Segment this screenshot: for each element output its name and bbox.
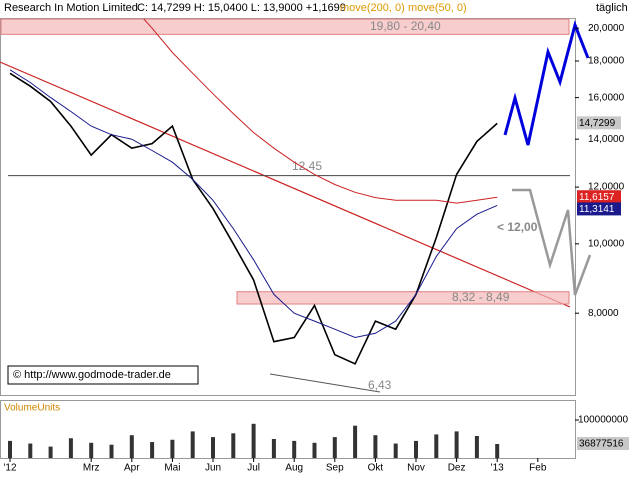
y-tick-label: 14,0000 [588,134,625,145]
y-tick-label: 16,0000 [588,92,625,103]
copyright: © http://www.godmode-trader.de [13,369,171,381]
volume-bar [109,444,114,458]
volume-tag [577,436,629,450]
x-tick-label: Feb [529,463,547,474]
volume-label: VolumeUnits [4,403,60,414]
zone [0,18,570,35]
x-tick-label: Mrz [83,463,100,474]
price-line [9,69,498,339]
zone-label: 8,32 - 8,49 [452,290,510,304]
legend-entry: move(50, 0) [408,2,467,14]
x-tick-label: Sep [326,463,344,474]
x-tick-label: Aug [285,463,303,474]
header-title: Research In Motion Limited [4,2,138,14]
legend-entry: move(200, 0) [340,2,405,14]
trendline [269,373,381,393]
volume-bar [170,439,175,458]
volume-bar [150,442,155,458]
volume-bar [474,435,479,458]
price-tag [577,202,621,216]
y-tick-label: 18,0000 [588,56,625,67]
projection-down [512,188,592,296]
copyright-box [7,365,199,385]
zone-label: 19,80 - 20,40 [370,19,441,33]
x-tick-label: '13 [491,463,504,474]
volume-bar [211,437,215,458]
volume-bar [251,423,256,458]
x-tick-label: Nov [407,463,425,474]
x-tick-label: Jun [205,463,221,474]
volume-bar [332,437,337,458]
y-tick-label: 12,0000 [588,182,625,193]
x-tick-label: Jul [247,463,260,474]
price-tag [577,116,621,130]
price-tag [577,190,621,204]
annotation: 6,43 [368,378,392,392]
volume-bar [271,439,276,458]
y-tick-label: 10,0000 [588,238,625,249]
projection-up [503,20,590,146]
price-tag-label: 11,3141 [579,204,615,215]
volume-bar [8,440,12,458]
volume-tick-label: 100000000 [578,415,628,426]
volume-bar [190,431,195,458]
x-tick-label: Apr [124,463,140,474]
volume-bar [414,440,418,458]
volume-bar [353,425,358,458]
volume-bar [292,440,297,458]
volume-bar [28,443,33,458]
volume-bar [393,443,398,458]
volume-bar [231,433,236,458]
volume-tag-label: 36877516 [579,439,624,450]
volume-bar [434,434,439,458]
volume-bar [129,435,134,458]
x-tick-label: Mai [164,463,180,474]
price-line [143,19,498,204]
volume-bar [373,435,378,458]
x-tick-label: Okt [368,463,384,474]
price-panel [0,18,576,396]
price-tag-label: 14,7299 [579,118,616,129]
volume-bar [68,438,73,458]
x-tick-label: Dez [448,463,466,474]
volume-bar [89,442,94,458]
volume-bar [48,446,53,458]
volume-panel [0,400,576,459]
y-tick-label: 20,0000 [588,23,625,34]
annotation: < 12,00 [497,220,538,234]
volume-bar [312,442,317,458]
zone [236,291,570,305]
y-tick-label: 8,0000 [588,308,619,319]
period: täglich [596,2,628,14]
volume-bar [454,431,459,458]
level-label: 12,45 [292,159,322,173]
trendline [0,61,571,308]
x-tick-label: '12 [3,463,16,474]
volume-bar [495,443,500,458]
header-stats: C: 14,7299 H: 15,0400 L: 13,9000 +1,1699 [137,2,346,14]
price-tag-label: 11,6157 [579,192,615,203]
